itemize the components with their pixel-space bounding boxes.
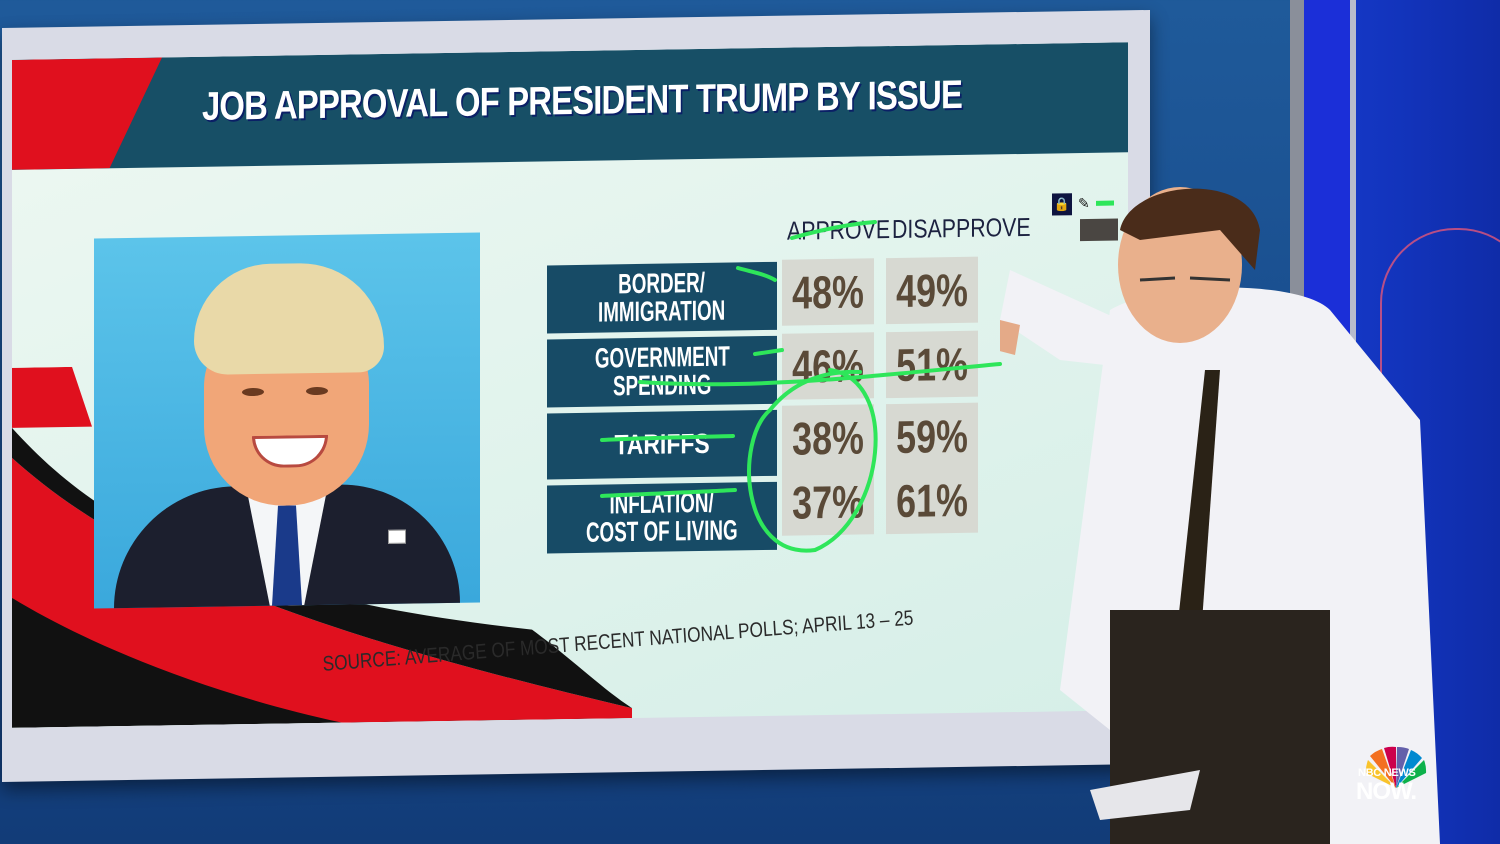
- row-label-line: TARIFFS: [614, 427, 710, 461]
- title-red-accent: [12, 57, 162, 169]
- row-label-tariffs[interactable]: TARIFFS: [547, 409, 777, 480]
- value-approve-inflation: 37%: [782, 468, 874, 536]
- value-approve-tariffs: 38%: [782, 404, 874, 472]
- flag-pin: [388, 529, 406, 544]
- portrait-hair: [194, 261, 384, 375]
- touchscreen-frame: JOB APPROVAL OF PRESIDENT TRUMP BY ISSUE…: [2, 9, 1150, 783]
- row-label-line: IMMIGRATION: [598, 294, 726, 328]
- row-label-line: INFLATION/: [609, 486, 715, 520]
- title-bar: JOB APPROVAL OF PRESIDENT TRUMP BY ISSUE: [12, 42, 1128, 170]
- logo-network-text: NBC NEWS: [1358, 767, 1416, 779]
- president-portrait-photo: [94, 232, 480, 609]
- portrait-smile: [252, 434, 328, 469]
- value-disapprove-border: 49%: [886, 256, 978, 325]
- portrait-eye: [242, 387, 264, 397]
- value-approve-border: 48%: [782, 258, 874, 326]
- row-label-border-immigration[interactable]: BORDER/IMMIGRATION: [547, 261, 777, 334]
- value-disapprove-spending: 51%: [886, 330, 978, 399]
- portrait-eye: [306, 386, 328, 396]
- row-label-government-spending[interactable]: GOVERNMENT SPENDING: [547, 335, 777, 408]
- value-approve-spending: 46%: [782, 332, 874, 400]
- peacock-logo-icon: [1365, 746, 1427, 788]
- row-label-line: BORDER/: [618, 266, 706, 300]
- value-disapprove-inflation: 61%: [886, 466, 978, 535]
- row-label-line: COST OF LIVING: [586, 514, 738, 548]
- logo-brand-text: NOW.: [1356, 778, 1417, 805]
- red-black-swoosh-decoration: [12, 366, 632, 728]
- value-disapprove-tariffs: 59%: [886, 402, 978, 471]
- chart-title: JOB APPROVAL OF PRESIDENT TRUMP BY ISSUE: [202, 72, 963, 129]
- row-label-inflation-cost-of-living[interactable]: INFLATION/COST OF LIVING: [547, 481, 777, 554]
- column-header-approve: APPROVE: [787, 214, 891, 246]
- presenter-figure: [1000, 187, 1440, 844]
- row-label-line: SPENDING: [612, 368, 712, 402]
- chart-board: JOB APPROVAL OF PRESIDENT TRUMP BY ISSUE…: [12, 42, 1128, 728]
